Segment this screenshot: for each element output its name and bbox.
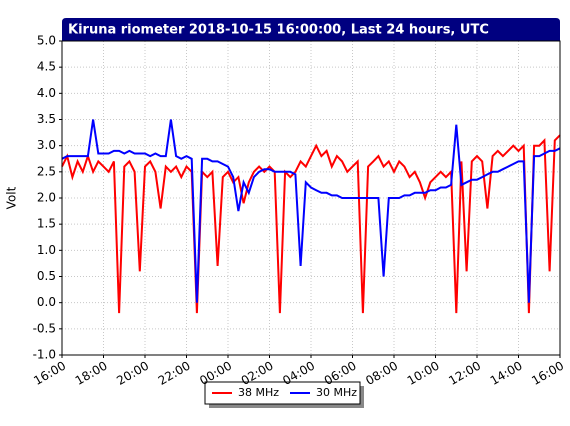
y-tick-label: 5.0 bbox=[37, 34, 56, 48]
x-tick-label: 08:00 bbox=[363, 359, 400, 388]
series-line bbox=[61, 134, 561, 314]
x-tick-label: 16:00 bbox=[31, 359, 68, 388]
y-tick-label: 3.5 bbox=[37, 112, 56, 126]
y-tick-label: 1.5 bbox=[37, 217, 56, 231]
chart-title: Kiruna riometer 2018-10-15 16:00:00, Las… bbox=[68, 23, 489, 38]
x-tick-label: 10:00 bbox=[405, 359, 442, 388]
legend-label: 30 MHz bbox=[316, 386, 357, 399]
y-axis-label: Volt bbox=[5, 186, 19, 209]
y-tick-label: -1.0 bbox=[33, 348, 56, 362]
x-tick-label: 12:00 bbox=[446, 359, 483, 388]
x-tick-label: 20:00 bbox=[114, 359, 151, 388]
lines bbox=[61, 119, 561, 314]
legend-items: 38 MHz 30 MHz bbox=[212, 386, 357, 399]
x-tick-label: 14:00 bbox=[488, 359, 525, 388]
y-tick-label: 2.0 bbox=[37, 191, 56, 205]
y-tick-label: 1.0 bbox=[37, 243, 56, 257]
y-tick-label: 3.0 bbox=[37, 138, 56, 152]
legend-label: 38 MHz bbox=[238, 386, 279, 399]
y-tick-label: 4.5 bbox=[37, 60, 56, 74]
series-line bbox=[61, 119, 561, 303]
y-tick-label: 0.0 bbox=[37, 295, 56, 309]
y-tick-label: -0.5 bbox=[33, 321, 56, 335]
y-tick-label: 2.5 bbox=[37, 164, 56, 178]
title-bar bbox=[62, 18, 560, 41]
x-tick-label: 22:00 bbox=[156, 359, 193, 388]
x-tick-label: 16:00 bbox=[529, 359, 566, 388]
x-tick-label: 18:00 bbox=[73, 359, 110, 388]
legend bbox=[204, 381, 361, 405]
y-tick-label: 4.0 bbox=[37, 86, 56, 100]
y-tick-label: 0.5 bbox=[37, 269, 56, 283]
